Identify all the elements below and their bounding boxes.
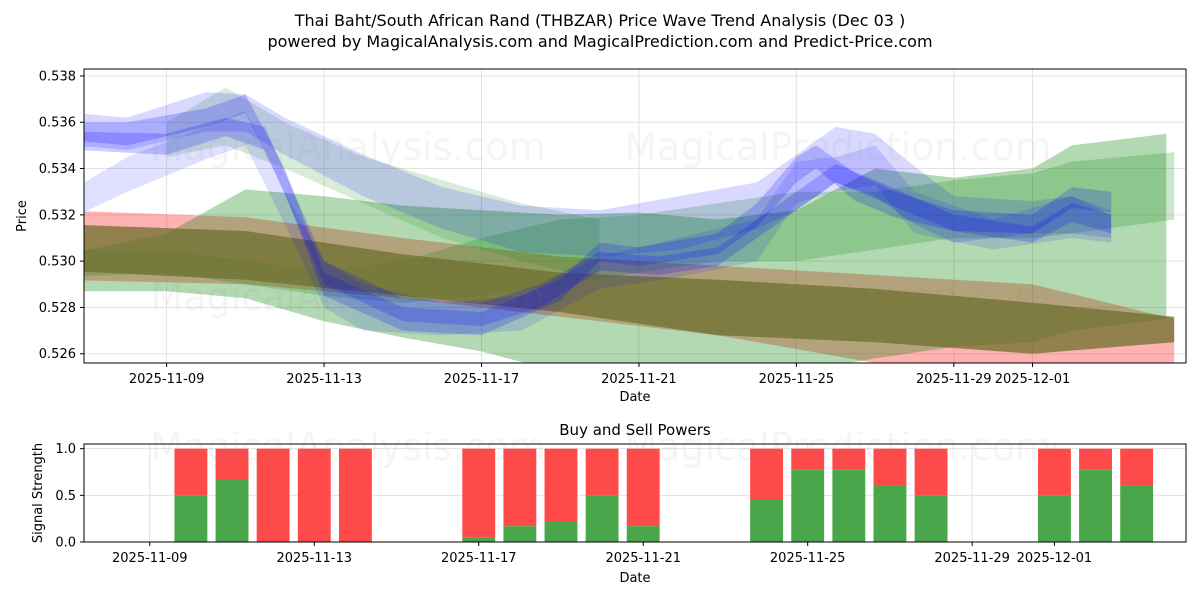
sell-bar xyxy=(544,448,578,522)
top-y-tick-label: 0.530 xyxy=(39,255,76,270)
watermark-top-left: MagicalAnalysis.com xyxy=(150,125,545,169)
top-x-tick-label: 2025-11-25 xyxy=(759,372,835,387)
sell-bar xyxy=(1079,448,1112,470)
sell-bar xyxy=(873,448,907,486)
bottom-chart-title: Buy and Sell Powers xyxy=(559,421,711,439)
bottom-x-tick-label: 2025-11-29 xyxy=(934,551,1010,566)
sell-bar xyxy=(297,448,331,542)
buy-bar xyxy=(174,495,208,542)
bottom-x-tick-label: 2025-11-17 xyxy=(441,551,517,566)
buy-bar xyxy=(914,495,948,542)
top-x-axis-label: Date xyxy=(619,390,650,405)
sell-bar xyxy=(503,448,537,527)
top-axes-frame xyxy=(83,68,1187,364)
buy-sell-chart: 2025-11-09 2025-11-13 2025-11-17 2025-11-21… xyxy=(31,421,1187,586)
buy-bar xyxy=(1079,469,1112,542)
top-y-tick-label: 0.538 xyxy=(39,69,76,84)
top-y-tick-label: 0.526 xyxy=(39,347,76,362)
buy-bar xyxy=(791,469,825,542)
top-y-tick-label: 0.532 xyxy=(39,208,76,223)
buy-bar xyxy=(1120,485,1154,542)
bottom-x-tick-label: 2025-11-25 xyxy=(770,551,846,566)
bottom-axes-frame xyxy=(83,443,1187,543)
bottom-x-tick-label: 2025-11-21 xyxy=(605,551,681,566)
sell-bar xyxy=(338,448,372,542)
bottom-x-axis-label: Date xyxy=(619,571,650,586)
figure-title: Thai Baht/South African Rand (THBZAR) Pr… xyxy=(294,11,906,30)
buy-bar xyxy=(873,485,907,542)
sell-bar xyxy=(914,448,948,496)
bottom-y-tick-label: 0.5 xyxy=(55,489,76,504)
sell-bar xyxy=(750,448,784,500)
bottom-x-tick-label: 2025-11-09 xyxy=(112,551,188,566)
buy-bar xyxy=(832,469,866,542)
top-bands xyxy=(84,87,1175,363)
buy-bar xyxy=(462,537,496,542)
top-x-tick-label: 2025-12-01 xyxy=(995,372,1071,387)
sell-bar xyxy=(256,448,290,542)
top-y-tick-label: 0.534 xyxy=(39,162,76,177)
bottom-y-tick-label: 1.0 xyxy=(55,442,76,457)
buy-bar xyxy=(544,521,578,542)
wave-band-blue xyxy=(84,92,1112,257)
wave-band-green xyxy=(166,87,600,280)
sell-bar xyxy=(585,448,619,496)
buy-bar xyxy=(503,526,537,542)
top-x-tick-label: 2025-11-29 xyxy=(916,372,992,387)
wave-band-blue xyxy=(84,94,1112,336)
sell-bar xyxy=(1120,448,1154,486)
watermarks: MagicalAnalysis.com MagicalPrediction.co… xyxy=(150,125,1051,469)
sell-bar xyxy=(215,448,249,480)
top-x-tick-label: 2025-11-09 xyxy=(129,372,205,387)
buy-bar xyxy=(750,500,784,542)
price-wave-chart: 2025-11-09 2025-11-13 2025-11-17 2025-11-21… xyxy=(15,68,1187,405)
bottom-x-tick-label: 2025-12-01 xyxy=(1017,551,1093,566)
sell-bar xyxy=(626,448,660,527)
sell-bar xyxy=(174,448,208,496)
sell-bar xyxy=(1037,448,1071,496)
watermark-mid-right: MagicalPrediction.com xyxy=(624,275,1052,319)
top-y-tick-label: 0.536 xyxy=(39,116,76,131)
top-y-tick-label: 0.528 xyxy=(39,301,76,316)
wave-band-green xyxy=(84,152,1175,303)
top-x-tick-label: 2025-11-13 xyxy=(286,372,362,387)
watermark-top-right: MagicalPrediction.com xyxy=(624,125,1052,169)
buy-bar xyxy=(1037,495,1071,542)
wave-band-blue xyxy=(84,117,1112,326)
bottom-y-axis-label: Signal Strength xyxy=(31,443,46,543)
buy-bar xyxy=(215,479,249,542)
top-y-axis-label: Price xyxy=(15,200,30,232)
bottom-y-tick-label: 0.0 xyxy=(55,536,76,551)
bottom-x-tick-label: 2025-11-13 xyxy=(276,551,352,566)
buy-bar xyxy=(585,495,619,542)
watermark-mid-left: MagicalAnalysis.com xyxy=(150,275,545,319)
sell-bar xyxy=(832,448,866,470)
buy-bar xyxy=(626,526,660,542)
wave-band-olive xyxy=(84,225,1175,354)
watermark-bottom-right: MagicalPrediction.com xyxy=(624,425,1052,469)
top-x-tick-label: 2025-11-17 xyxy=(444,372,520,387)
top-x-tick-label: 2025-11-21 xyxy=(601,372,677,387)
wave-band-blue xyxy=(84,110,1112,336)
watermark-bottom-left: MagicalAnalysis.com xyxy=(150,425,545,469)
figure-subtitle: powered by MagicalAnalysis.com and Magic… xyxy=(267,32,932,51)
sell-bar xyxy=(462,448,496,538)
sell-bar xyxy=(791,448,825,470)
